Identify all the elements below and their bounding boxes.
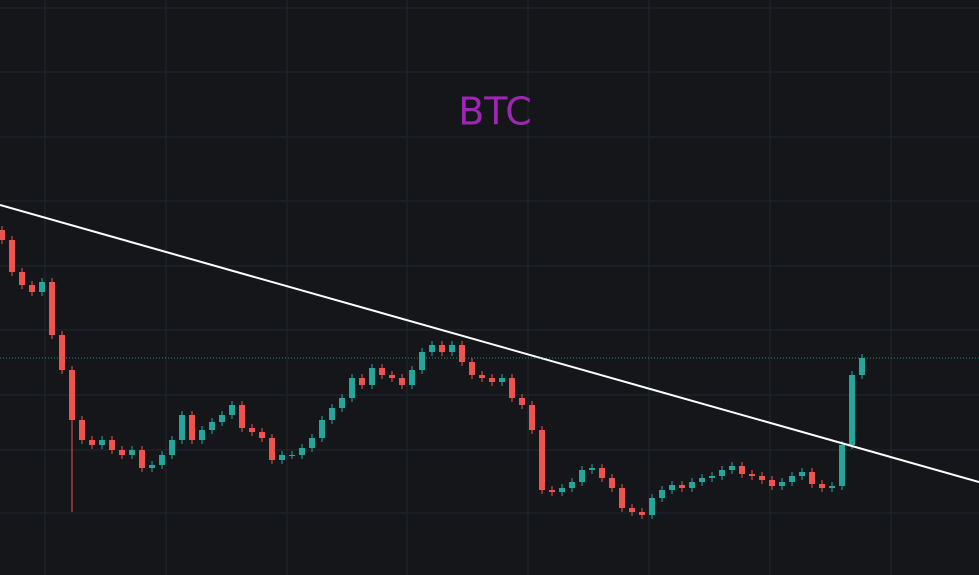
candle-body [399,378,405,385]
candle-body [359,378,365,385]
candle-body [609,478,615,488]
trend-line [0,204,979,483]
candle-body [649,498,655,515]
candle-body [429,345,435,352]
candle-body [469,362,475,375]
candle-body [239,405,245,428]
candle-body [99,440,105,445]
candle-body [769,480,775,486]
candle-body [319,420,325,438]
candle-body [659,490,665,498]
candle-body [29,285,35,292]
candle-body [109,440,115,450]
candle-body [549,490,555,492]
candle-body [289,455,295,456]
candle-body [529,405,535,430]
candle-body [149,465,155,468]
candle-body [829,486,835,488]
candle-body [219,415,225,422]
candle-body [439,345,445,352]
candle-body [309,438,315,448]
candle-body [569,482,575,488]
candle-body [369,368,375,385]
candle-body [189,415,195,440]
candle-body [129,450,135,455]
candle-body [479,375,485,378]
candle-body [559,488,565,492]
candle-body [599,468,605,478]
candle-body [269,438,275,460]
candle-body [709,476,715,478]
candle-body [809,472,815,484]
candle-body [759,476,765,480]
candle-body [539,430,545,490]
candle-body [589,468,595,470]
candle-body [409,370,415,385]
candle-body [679,485,685,488]
candle-body [0,230,5,240]
candle-body [229,405,235,415]
candle-body [489,378,495,382]
candle-body [119,450,125,455]
candle-body [279,455,285,460]
candle-body [499,378,505,382]
candles [0,226,865,519]
candle-body [839,445,845,486]
candle-body [799,472,805,476]
candle-body [299,448,305,455]
candle-body [89,440,95,445]
candle-body [259,432,265,438]
candle-body [449,345,455,352]
candle-body [169,440,175,455]
candle-body [249,428,255,432]
candle-body [19,272,25,285]
candle-body [9,240,15,272]
candle-body [389,375,395,378]
candle-body [819,484,825,488]
candle-body [139,450,145,468]
candle-body [79,420,85,440]
candle-body [209,422,215,430]
candle-body [699,478,705,482]
candle-body [49,282,55,335]
candle-body [59,335,65,370]
candle-body [69,370,75,420]
candle-body [419,352,425,370]
candle-body [789,476,795,482]
candle-body [849,375,855,445]
candle-body [509,378,515,398]
candle-body [199,430,205,440]
candle-body [329,408,335,420]
candle-body [39,282,45,292]
candle-body [379,368,385,375]
candle-body [749,474,755,476]
candle-body [739,466,745,474]
candle-body [629,508,635,512]
candle-body [669,485,675,490]
candle-body [519,398,525,405]
candle-body [779,482,785,486]
candle-body [689,482,695,488]
candle-body [859,358,865,375]
candle-body [619,488,625,508]
candle-body [349,378,355,398]
candle-body [639,512,645,515]
candle-body [729,466,735,470]
chart-title: BTC [458,90,532,134]
candle-body [179,415,185,440]
candle-body [459,345,465,362]
candle-body [579,470,585,482]
candle-body [159,455,165,465]
candle-body [339,398,345,408]
candle-body [719,470,725,476]
